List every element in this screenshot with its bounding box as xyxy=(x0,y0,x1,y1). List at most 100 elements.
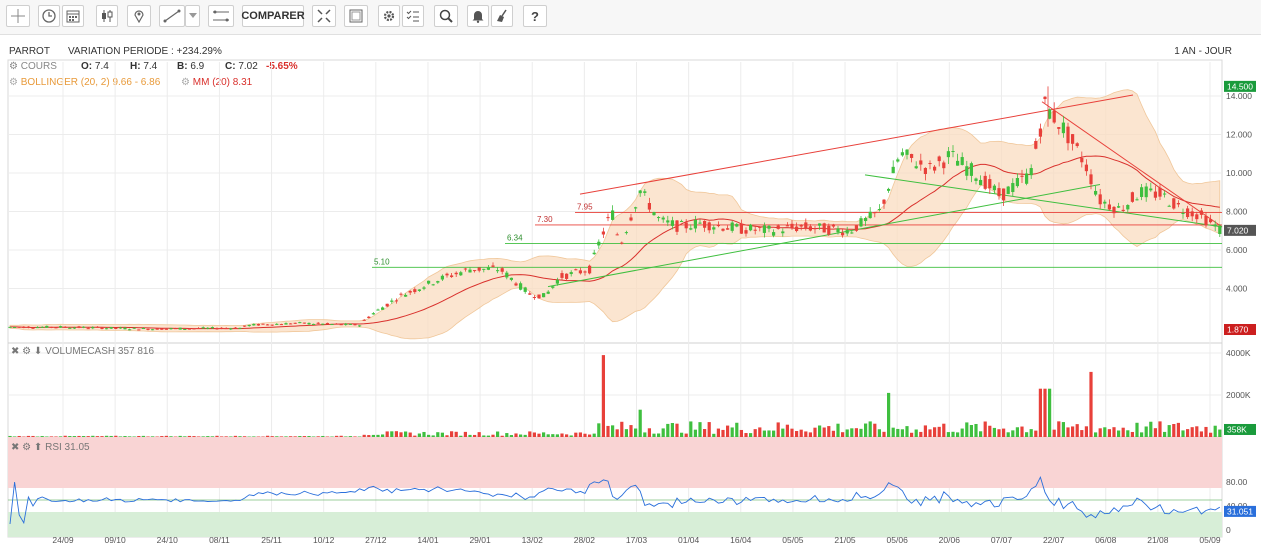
volume-bar xyxy=(482,435,486,437)
candle xyxy=(335,323,339,325)
volume-bar xyxy=(192,436,196,437)
volume-bar xyxy=(1199,431,1203,437)
gear-icon[interactable]: ⚙ xyxy=(9,77,18,88)
variation-periode: VARIATION PERIODE : +234.29% xyxy=(68,46,222,57)
close-icon[interactable]: ✖ xyxy=(11,346,20,357)
fibonacci-icon[interactable] xyxy=(208,5,234,27)
volume-bar xyxy=(413,435,417,437)
candle xyxy=(836,228,840,233)
volume-bar xyxy=(873,423,877,437)
volume-bar xyxy=(427,434,431,437)
candle xyxy=(1213,224,1217,227)
candles-icon[interactable] xyxy=(96,5,118,27)
volume-bar xyxy=(951,431,955,437)
broom-icon[interactable] xyxy=(491,5,513,27)
volume-bar xyxy=(836,423,840,437)
search-icon[interactable] xyxy=(434,5,458,27)
candle xyxy=(105,328,109,330)
arrow-up-icon[interactable]: ⬆ xyxy=(33,442,43,453)
candle xyxy=(330,324,334,326)
candle xyxy=(1135,199,1139,201)
candle xyxy=(1130,192,1134,202)
candle xyxy=(54,327,58,329)
candle xyxy=(91,327,95,329)
volume-bar xyxy=(606,425,610,437)
candle xyxy=(1121,209,1125,212)
candle xyxy=(942,162,946,169)
candle xyxy=(1117,206,1121,208)
gear-icon[interactable]: ⚙ xyxy=(9,61,18,72)
compare-button[interactable]: COMPARER xyxy=(241,5,305,27)
volume-bar xyxy=(100,436,104,437)
candle xyxy=(491,265,495,267)
volume-bar xyxy=(279,436,283,437)
volume-bar xyxy=(220,436,224,437)
candle xyxy=(675,220,679,232)
volume-bar xyxy=(854,428,858,437)
candle xyxy=(519,283,523,290)
volume-bar xyxy=(344,436,348,437)
volume-bar xyxy=(335,435,339,437)
candle xyxy=(468,269,472,273)
gear-icon[interactable]: ⚙ xyxy=(22,346,32,357)
volume-bar xyxy=(670,423,674,437)
volume-bar xyxy=(956,432,960,437)
candle xyxy=(795,226,799,232)
gear-icon[interactable]: ⚙ xyxy=(22,442,32,453)
candle xyxy=(620,242,624,244)
candle xyxy=(178,327,182,330)
volume-bar xyxy=(868,421,872,437)
candle xyxy=(988,179,992,189)
candle xyxy=(790,223,794,228)
gear-icon[interactable] xyxy=(378,5,400,27)
low-label: B: xyxy=(177,61,188,72)
volume-bar xyxy=(638,409,642,437)
bell-icon[interactable] xyxy=(467,5,489,27)
close-icon[interactable]: ✖ xyxy=(11,442,20,453)
cours-label: COURS xyxy=(20,61,57,72)
candle xyxy=(707,222,711,231)
volume-bar xyxy=(749,433,753,437)
fullscreen-icon[interactable] xyxy=(312,5,336,27)
candle xyxy=(160,328,164,330)
calendar-icon[interactable] xyxy=(62,5,84,27)
volume-bar xyxy=(542,432,546,437)
volume-bar xyxy=(26,435,30,437)
candle xyxy=(776,225,780,229)
checklist-icon[interactable] xyxy=(402,5,424,27)
candle xyxy=(611,210,615,220)
candle xyxy=(772,232,776,236)
period-selector[interactable]: 1 AN - JOUR xyxy=(1174,46,1232,57)
volume-bar xyxy=(238,436,242,437)
arrow-down-icon[interactable]: ⬇ xyxy=(33,346,43,357)
candle xyxy=(749,224,753,231)
candle xyxy=(569,272,573,275)
candle xyxy=(887,188,891,191)
dropdown-icon[interactable] xyxy=(185,5,200,27)
candle xyxy=(1002,188,1006,201)
line-draw-icon[interactable] xyxy=(159,5,185,27)
frame-icon[interactable] xyxy=(344,5,368,27)
volume-bar xyxy=(316,436,320,437)
candle xyxy=(114,327,118,329)
crosshair-icon[interactable] xyxy=(6,5,30,27)
mm-row: ⚙ MM (20) 8.31 xyxy=(181,77,252,88)
volume-bar xyxy=(440,432,444,437)
clock-icon[interactable] xyxy=(38,5,60,27)
candle xyxy=(739,223,743,234)
candle xyxy=(574,269,578,271)
volume-bar xyxy=(1176,422,1180,437)
volume-bar xyxy=(578,432,582,437)
volume-bar xyxy=(496,431,500,437)
candle xyxy=(1190,211,1194,217)
pin-icon[interactable] xyxy=(127,5,151,27)
gear-icon[interactable]: ⚙ xyxy=(181,77,190,88)
volume-bar xyxy=(233,435,237,437)
volume-bar xyxy=(1112,427,1116,437)
y-tick-label: 10.000 xyxy=(1226,168,1252,178)
help-icon[interactable]: ? xyxy=(523,5,547,27)
volume-bar xyxy=(758,427,762,437)
volume-bar xyxy=(583,433,587,437)
candle xyxy=(1218,225,1222,234)
candle xyxy=(463,268,467,270)
